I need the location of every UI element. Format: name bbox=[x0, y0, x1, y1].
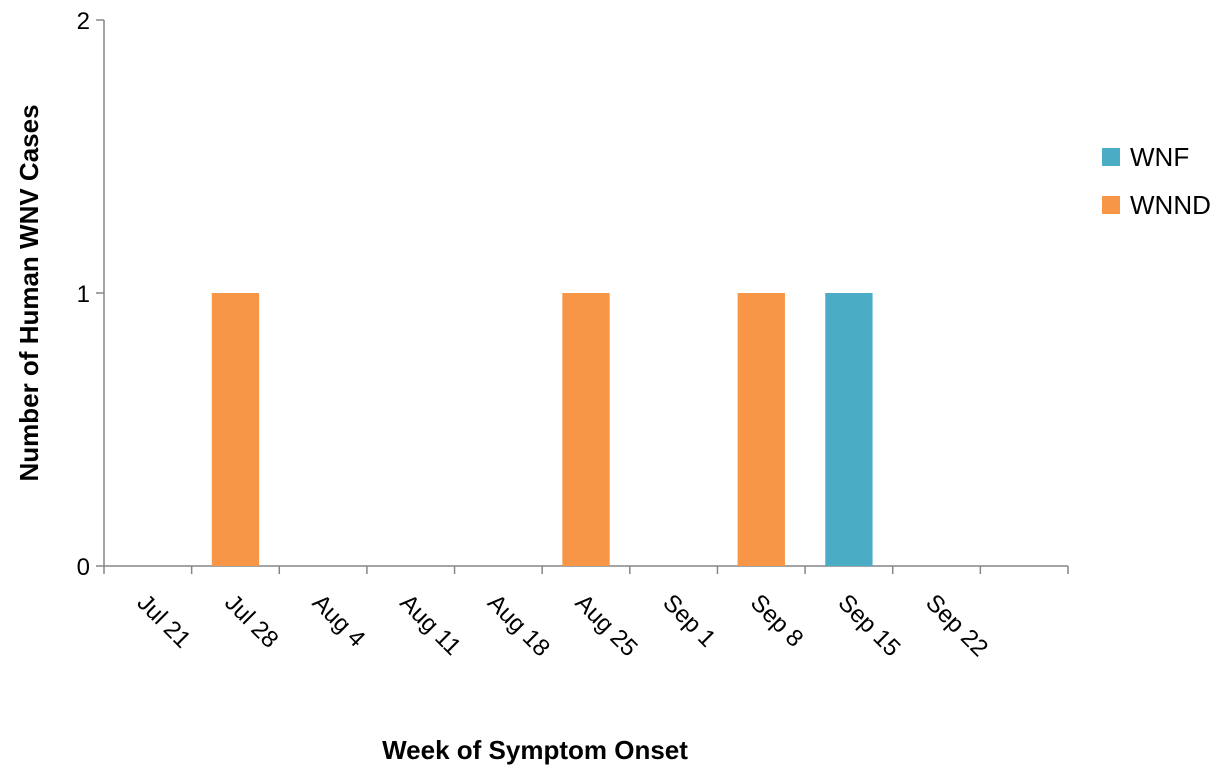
legend: WNF WNND bbox=[1102, 142, 1211, 220]
x-tick-label: Aug 25 bbox=[570, 589, 643, 662]
bars bbox=[211, 293, 873, 566]
x-tick-label: Sep 1 bbox=[657, 589, 720, 652]
bar-wnnd bbox=[737, 293, 785, 566]
x-tick-label: Sep 15 bbox=[833, 589, 906, 662]
bar-wnnd bbox=[562, 293, 610, 566]
axes bbox=[96, 19, 1069, 574]
x-tick-label: Jul 28 bbox=[219, 589, 283, 653]
x-tick-label: Jul 21 bbox=[132, 589, 196, 653]
y-tick-label: 1 bbox=[77, 281, 90, 308]
legend-swatch-wnf bbox=[1102, 148, 1120, 166]
x-tick-label: Aug 18 bbox=[482, 589, 555, 662]
y-axis-title: Number of Human WNV Cases bbox=[14, 104, 44, 481]
bar-wnnd bbox=[211, 293, 260, 566]
legend-swatch-wnnd bbox=[1102, 196, 1120, 214]
y-tick-label: 0 bbox=[77, 554, 90, 581]
x-tick-label: Aug 4 bbox=[307, 589, 370, 652]
x-tick-label: Sep 8 bbox=[745, 589, 808, 652]
legend-label-wnf: WNF bbox=[1130, 142, 1189, 172]
y-tick-labels: 0 1 2 bbox=[77, 8, 90, 581]
x-tick-labels: Jul 21 Jul 28 Aug 4 Aug 11 Aug 18 Aug 25 Sep 1… bbox=[132, 589, 994, 662]
y-tick-label: 2 bbox=[77, 8, 90, 35]
x-axis-title: Week of Symptom Onset bbox=[382, 735, 688, 765]
legend-label-wnnd: WNND bbox=[1130, 190, 1211, 220]
x-tick-label: Sep 22 bbox=[920, 589, 993, 662]
x-tick-label: Aug 11 bbox=[394, 589, 466, 661]
bar-wnf bbox=[825, 293, 873, 566]
